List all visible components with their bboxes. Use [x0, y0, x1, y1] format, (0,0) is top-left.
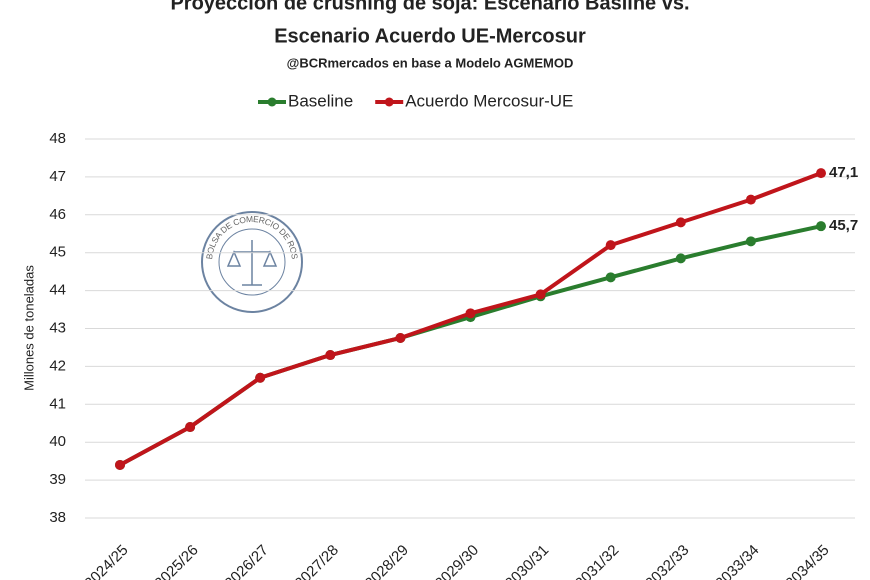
x-tick-label: 2033/34 — [712, 542, 762, 580]
data-point — [745, 236, 756, 247]
y-tick-label: 43 — [49, 319, 66, 336]
data-point — [816, 168, 826, 179]
data-point — [535, 289, 546, 300]
y-tick-label: 40 — [49, 433, 66, 450]
x-tick-label: 2030/31 — [502, 542, 552, 580]
y-tick-label: 44 — [49, 282, 66, 299]
series-line — [119, 224, 822, 467]
legend-label: Baseline — [288, 91, 353, 110]
y-tick-label: 47 — [49, 168, 66, 185]
data-point — [395, 332, 406, 343]
x-tick-label: 2031/32 — [572, 542, 622, 580]
x-tick-label: 2026/27 — [221, 542, 271, 580]
logo-ring — [201, 211, 303, 313]
y-tick-label: 41 — [49, 395, 66, 412]
data-point — [185, 422, 196, 433]
x-tick-label: 2034/35 — [782, 542, 832, 580]
x-tick-label: 2028/29 — [362, 542, 412, 580]
data-point — [605, 272, 616, 283]
chart-title: Escenario Acuerdo UE-Mercosur — [274, 25, 586, 47]
data-point — [255, 372, 266, 383]
data-point — [675, 253, 686, 264]
data-point — [115, 459, 125, 470]
logo-text: BOLSA DE COMERCIO DE ROSARIO — [0, 0, 300, 260]
data-point — [816, 221, 826, 232]
y-tick-label: 48 — [49, 130, 66, 147]
data-label: 45,7 — [829, 217, 858, 234]
data-point — [325, 350, 336, 361]
x-tick-label: 2027/28 — [292, 542, 342, 580]
legend-label: Acuerdo Mercosur-UE — [405, 91, 573, 110]
logo-text-path: BOLSA DE COMERCIO DE ROSARIO — [0, 0, 300, 260]
logo-scale — [226, 240, 278, 286]
data-label: 47,1 — [829, 164, 858, 181]
y-tick-label: 38 — [49, 509, 66, 526]
legend-marker — [384, 97, 394, 107]
logo-ring — [218, 228, 286, 296]
x-tick-label: 2024/25 — [81, 542, 131, 580]
data-point — [675, 217, 686, 228]
x-tick-label: 2029/30 — [432, 542, 482, 580]
logo: BOLSA DE COMERCIO DE ROSARIO — [0, 0, 303, 313]
y-axis-label: Millones de toneladas — [21, 265, 36, 391]
data-point — [745, 194, 756, 205]
y-tick-label: 45 — [49, 244, 66, 261]
data-point — [605, 240, 616, 251]
legend-marker — [267, 97, 277, 107]
y-tick-label: 39 — [49, 471, 66, 488]
chart-subtitle: @BCRmercados en base a Modelo AGMEMOD — [287, 55, 574, 70]
x-tick-label: 2032/33 — [642, 542, 692, 580]
chart-title: Proyección de crushing de soja: Escenari… — [170, 0, 689, 14]
x-tick-label: 2025/26 — [151, 542, 201, 580]
y-tick-label: 42 — [49, 357, 66, 374]
y-tick-label: 46 — [49, 206, 66, 223]
data-point — [465, 308, 476, 319]
